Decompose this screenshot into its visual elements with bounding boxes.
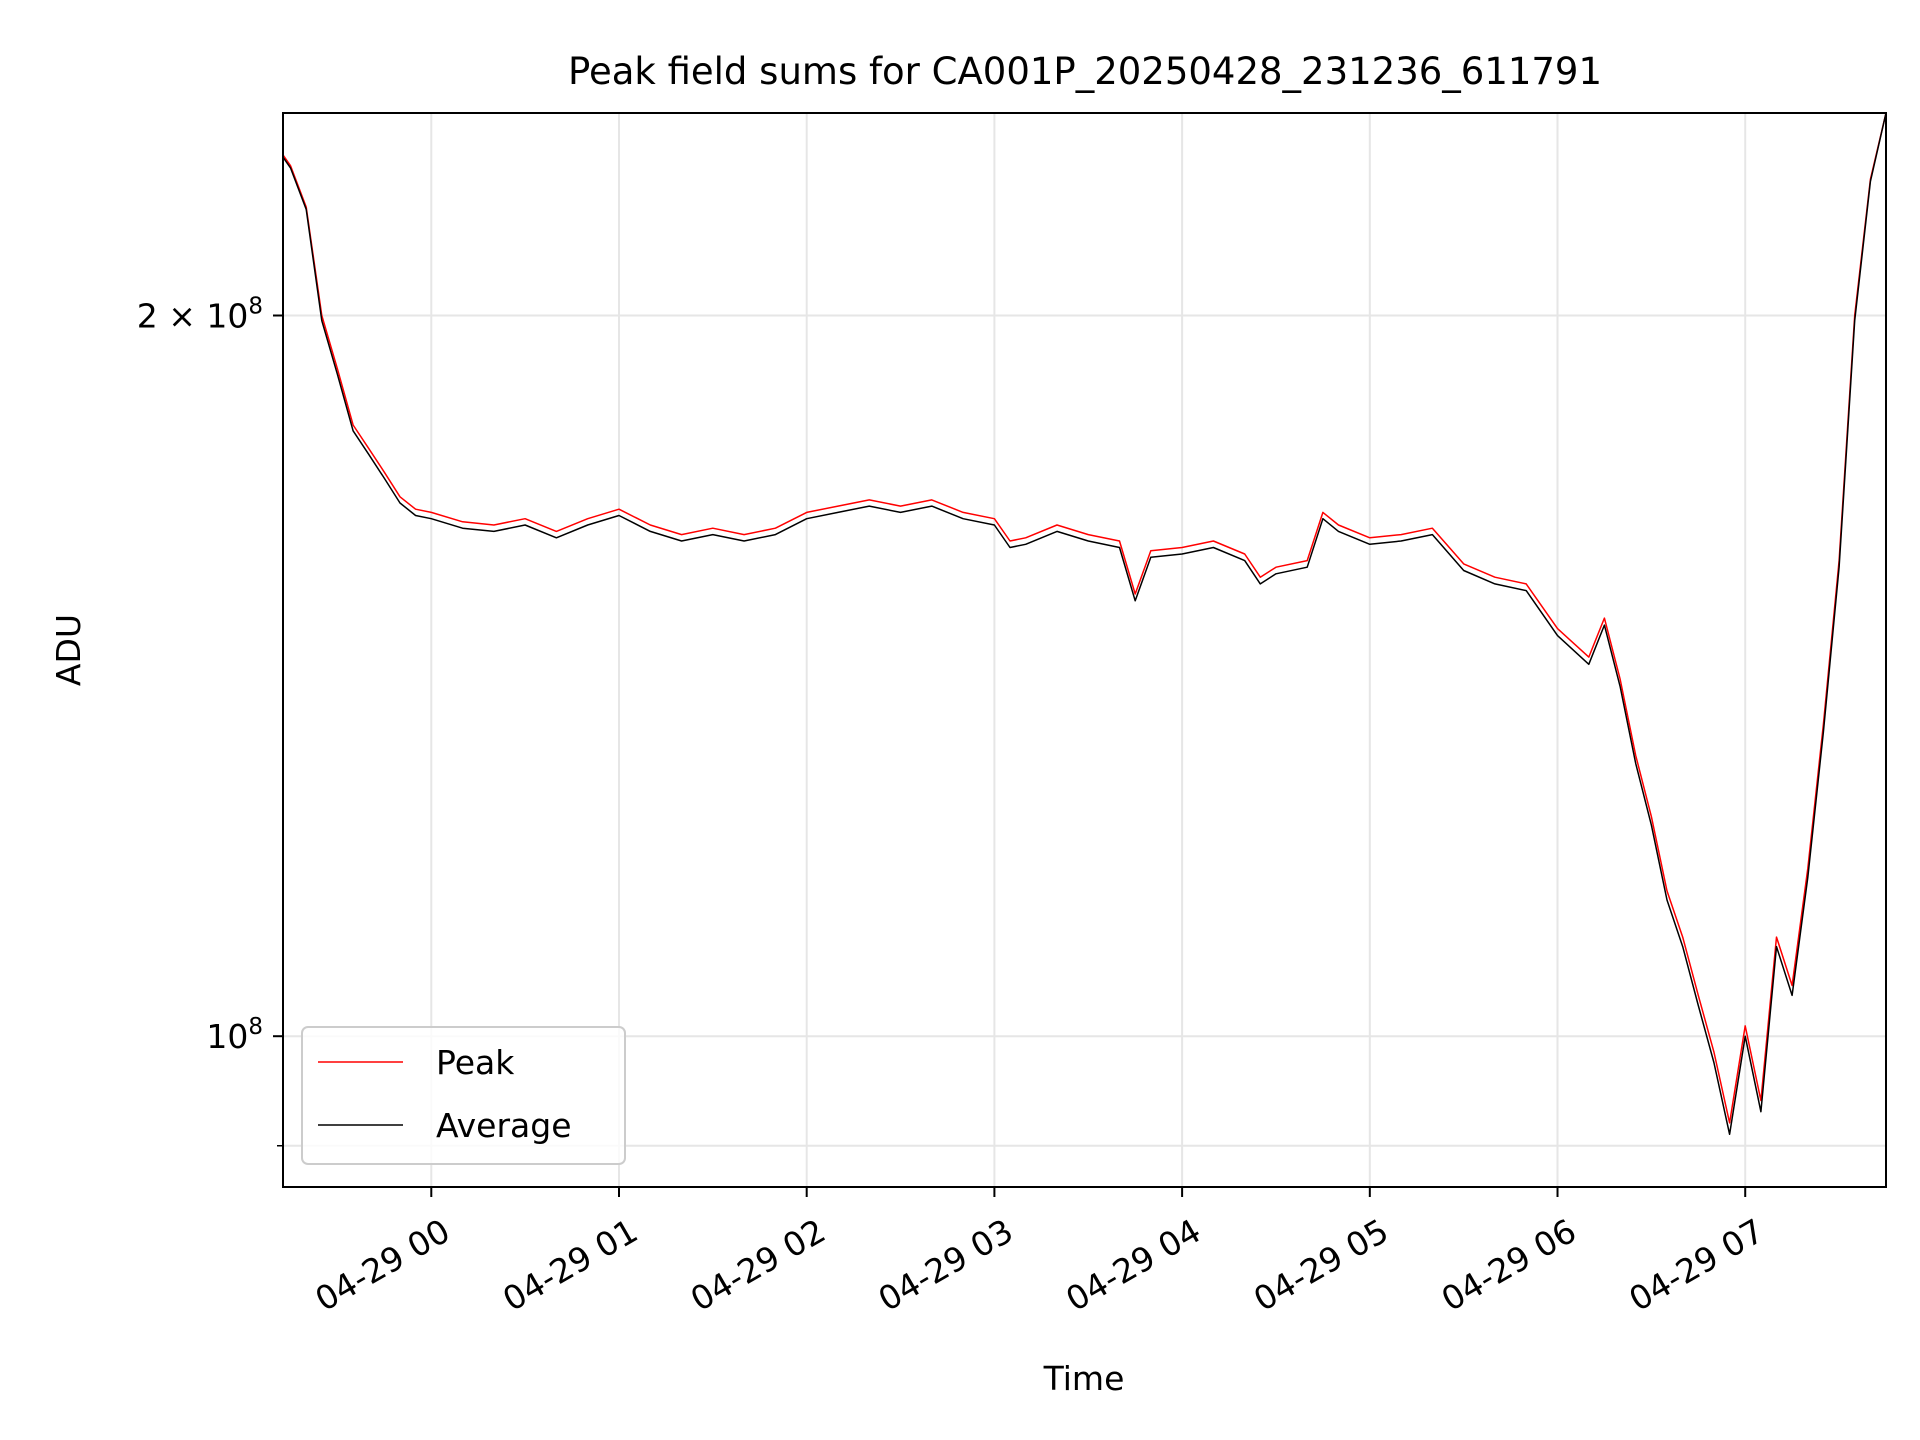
- legend-peak-label: Peak: [436, 1043, 515, 1082]
- chart-title: Peak field sums for CA001P_20250428_2312…: [568, 50, 1602, 93]
- y-axis-ticks: 108 2 × 108: [137, 293, 283, 1147]
- plot-series: [283, 113, 1886, 1136]
- y-axis-label: ADU: [49, 614, 88, 686]
- x-axis-label: Time: [1043, 1359, 1125, 1398]
- plot-area-frame: [282, 112, 1887, 1188]
- y-tick-label: 2 × 108: [137, 293, 263, 335]
- legend-average-label: Average: [436, 1106, 572, 1145]
- series-line-peak: [283, 113, 1886, 1124]
- series-line-average: [283, 113, 1886, 1136]
- legend: Peak Average: [301, 1026, 626, 1165]
- y-tick-label: 108: [206, 1014, 263, 1056]
